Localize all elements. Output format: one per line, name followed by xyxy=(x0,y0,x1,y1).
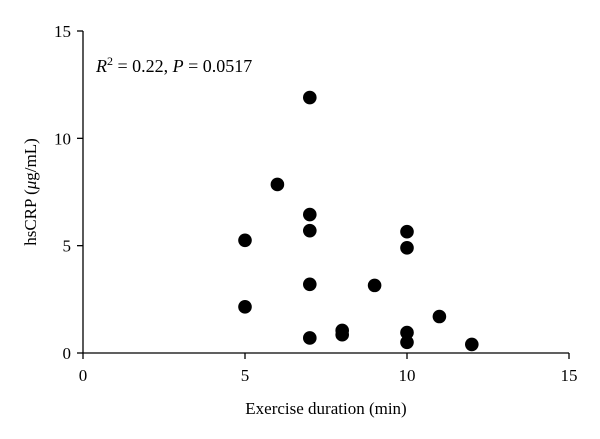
y-tick-label: 10 xyxy=(54,129,71,148)
data-point xyxy=(400,241,414,255)
x-tick-label: 5 xyxy=(241,366,250,385)
r-label: R xyxy=(95,56,107,76)
y-axis-ticks: 0 5 10 15 xyxy=(54,22,83,363)
x-axis-ticks: 0 5 10 15 xyxy=(79,353,578,385)
x-axis-title: Exercise duration (min) xyxy=(245,399,406,418)
data-point xyxy=(465,337,479,352)
y-tick-label: 0 xyxy=(63,344,72,363)
data-point xyxy=(400,335,414,350)
data-point xyxy=(303,223,317,238)
data-point xyxy=(303,207,317,222)
y-tick-label: 5 xyxy=(63,237,72,256)
data-point xyxy=(367,278,382,293)
data-point xyxy=(303,277,317,292)
data-point xyxy=(400,224,414,239)
p-label: P xyxy=(172,56,184,76)
data-point xyxy=(400,325,414,340)
data-point xyxy=(432,309,447,324)
y-axis-title: hsCRP (μg/mL) xyxy=(21,138,40,246)
data-points xyxy=(238,90,479,352)
y-tick-label: 15 xyxy=(54,22,71,41)
regression-annotation: R2 = 0.22, P = 0.0517 xyxy=(95,54,252,76)
x-tick-label: 0 xyxy=(79,366,88,385)
data-point xyxy=(303,331,317,345)
data-point xyxy=(303,90,317,105)
axes xyxy=(82,31,569,354)
x-tick-label: 15 xyxy=(561,366,578,385)
data-point xyxy=(238,233,252,248)
r-value: = 0.22, xyxy=(113,56,173,76)
data-point xyxy=(335,327,350,342)
x-tick-label: 10 xyxy=(399,366,416,385)
p-value: = 0.0517 xyxy=(184,56,253,76)
data-point xyxy=(238,300,252,314)
r-exponent: 2 xyxy=(107,54,113,68)
data-point xyxy=(270,177,285,192)
